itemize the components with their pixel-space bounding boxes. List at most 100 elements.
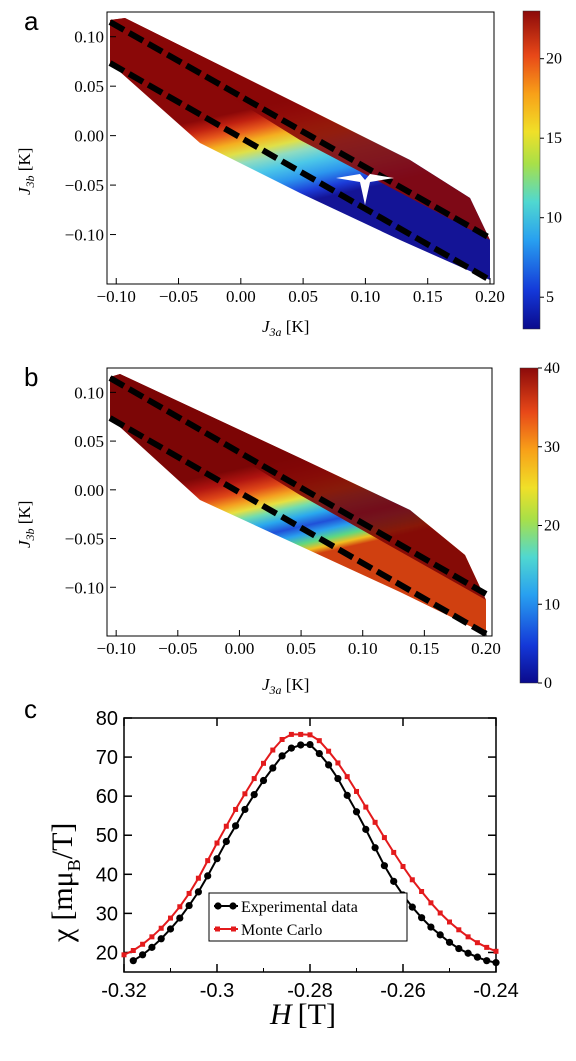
data-point-montecarlo <box>363 804 369 810</box>
data-point-experimental <box>287 744 295 752</box>
panel-b-xtick-label: 0.05 <box>286 639 316 658</box>
data-point-montecarlo <box>233 806 239 812</box>
panel-b-ytick-label: −0.10 <box>65 578 104 597</box>
panel-c-ytick-label: 60 <box>96 786 118 808</box>
data-point-montecarlo <box>456 927 462 933</box>
data-point-experimental <box>139 951 147 959</box>
data-point-montecarlo <box>177 904 183 910</box>
data-point-montecarlo <box>326 748 332 754</box>
data-point-montecarlo <box>214 840 220 846</box>
series-line-experimental <box>132 743 497 964</box>
panel-b-cb-tick-label: 10 <box>544 596 560 613</box>
data-point-montecarlo <box>288 731 294 737</box>
panel-b-xtick-label: −0.05 <box>158 639 197 658</box>
panel-c-xtick-label: -0.24 <box>473 980 519 1002</box>
data-point-experimental <box>315 749 323 758</box>
data-point-montecarlo <box>186 890 192 896</box>
panel-c-xtick-label: -0.32 <box>101 980 147 1002</box>
panel-b-colorbar-ticks: 40 30 20 10 0 <box>538 360 560 692</box>
data-point-experimental <box>362 825 370 833</box>
panel-b-xtick-label: 0.15 <box>409 639 439 658</box>
data-point-experimental <box>194 888 202 896</box>
panel-a-xtick-label: 0.10 <box>351 287 381 306</box>
data-point-montecarlo <box>279 736 285 742</box>
data-point-montecarlo <box>372 819 378 825</box>
data-point-experimental <box>483 957 491 965</box>
data-point-experimental <box>297 741 305 749</box>
data-point-experimental <box>427 923 435 931</box>
data-point-experimental <box>455 944 463 953</box>
data-point-montecarlo <box>121 952 127 958</box>
panel-a-star-marker <box>336 174 394 205</box>
data-point-montecarlo <box>205 858 211 864</box>
panel-b-cb-tick-label: 30 <box>544 439 560 456</box>
panel-c-xlabel: H [T] <box>269 998 336 1031</box>
data-point-experimental <box>176 914 184 922</box>
data-point-experimental <box>250 790 258 799</box>
panel-a-xtick-label: −0.05 <box>159 287 198 306</box>
panel-b-cb-tick-label: 40 <box>544 360 560 377</box>
data-point-experimental <box>464 949 472 957</box>
panel-a-ytick-label: −0.05 <box>65 176 104 195</box>
data-point-experimental <box>334 774 342 783</box>
panel-c-legend: Experimental data Monte Carlo <box>208 892 408 942</box>
data-point-experimental <box>148 943 156 951</box>
data-point-montecarlo <box>316 738 322 744</box>
legend-marker-experimental <box>214 902 222 910</box>
data-point-experimental <box>325 761 333 769</box>
legend-marker-montecarlo <box>215 926 220 932</box>
data-point-montecarlo <box>493 948 499 954</box>
panel-b-ytick-label: 0.10 <box>74 383 104 402</box>
panel-a-colorbar <box>522 10 541 330</box>
panel-b-heatmap-top <box>110 374 486 600</box>
panel-a-heatmap-band <box>110 18 490 280</box>
data-point-montecarlo <box>223 823 229 829</box>
data-point-montecarlo <box>484 944 490 950</box>
data-point-experimental <box>129 957 137 965</box>
data-point-montecarlo <box>130 948 136 954</box>
data-point-montecarlo <box>437 910 443 916</box>
panel-a-ytick-label: 0.00 <box>74 127 104 146</box>
panel-b-ytick-label: 0.00 <box>74 481 104 500</box>
panel-b-label: b <box>24 362 38 392</box>
data-point-montecarlo <box>270 747 276 753</box>
panel-a-xlabel: J3a [K] <box>262 317 309 339</box>
panel-a-colorbar-ticks: 20 15 10 5 <box>540 51 562 306</box>
legend-label-montecarlo: Monte Carlo <box>241 922 322 939</box>
data-point-montecarlo <box>307 732 313 738</box>
panel-a-cb-tick-label: 10 <box>546 210 562 227</box>
data-point-montecarlo <box>261 760 266 766</box>
panel-a-lower-boundary <box>108 60 492 283</box>
data-point-montecarlo <box>298 731 304 737</box>
panel-c-series <box>121 731 500 967</box>
legend-box <box>208 892 408 942</box>
data-point-montecarlo <box>428 900 434 906</box>
panel-b-xtick-label: 0.10 <box>348 639 378 658</box>
data-point-montecarlo <box>251 776 257 782</box>
panel-c-xtick-label: -0.28 <box>287 980 333 1002</box>
data-point-experimental <box>408 903 416 911</box>
panel-b-cb-tick-label: 0 <box>544 675 552 692</box>
data-point-experimental <box>204 872 212 880</box>
data-point-montecarlo <box>149 934 155 940</box>
data-point-experimental <box>371 844 379 852</box>
panel-c-ytick-label: 30 <box>96 903 118 925</box>
data-point-montecarlo <box>447 919 452 925</box>
data-point-montecarlo <box>419 889 425 895</box>
data-point-experimental <box>259 776 268 785</box>
data-point-montecarlo <box>344 774 350 780</box>
panel-b-ylabel: J3b [K] <box>15 501 37 548</box>
panel-a-ytick-label: 0.10 <box>74 28 104 47</box>
data-point-experimental <box>306 740 314 749</box>
data-point-experimental <box>166 925 175 933</box>
data-point-montecarlo <box>354 788 359 794</box>
panel-a-ytick-label: −0.10 <box>65 226 104 245</box>
data-point-montecarlo <box>140 941 146 947</box>
data-point-montecarlo <box>391 849 397 855</box>
data-point-experimental <box>157 935 165 943</box>
panel-b-ytick-label: 0.05 <box>74 432 104 451</box>
data-point-experimental <box>473 953 481 961</box>
panel-b-xtick-label: 0.00 <box>225 639 255 658</box>
data-point-experimental <box>213 855 221 863</box>
panel-b-heatmap-band <box>110 374 486 634</box>
